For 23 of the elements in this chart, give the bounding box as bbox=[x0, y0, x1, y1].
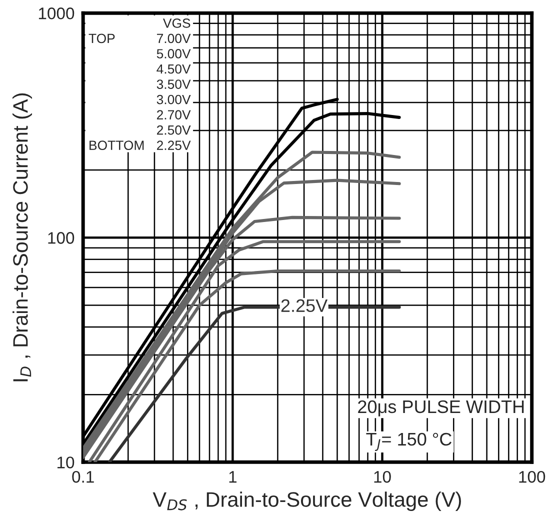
annotation: 2.70V bbox=[156, 110, 191, 120]
series-label: 2.25V bbox=[281, 299, 328, 312]
annotation: 2.50V bbox=[156, 125, 191, 135]
annotation: 3.50V bbox=[156, 80, 191, 89]
annotation: 2.25V bbox=[156, 140, 191, 150]
x-tick-label: 0.1 bbox=[72, 470, 94, 483]
x-tick-label: 1 bbox=[229, 471, 236, 483]
y-tick-label: 1000 bbox=[38, 8, 74, 20]
y-axis-title: I$_{D}$ , Drain-to-Source Current (A) bbox=[12, 93, 32, 382]
annotation: 7.00V bbox=[156, 34, 191, 44]
annotation: BOTTOM bbox=[90, 140, 144, 150]
annotation: 20μs PULSE WIDTH bbox=[358, 400, 524, 416]
x-axis-title: V$_{DS}$ , Drain-to-Source Voltage (V) bbox=[152, 492, 461, 512]
annotation: T$_{J}$= 150 °C bbox=[366, 432, 452, 451]
x-tick-label: 10 bbox=[374, 470, 391, 483]
annotation: 3.00V bbox=[156, 94, 191, 104]
annotation: VGS bbox=[162, 18, 190, 28]
y-tick-label: 10 bbox=[58, 456, 74, 468]
annotation: 5.00V bbox=[156, 49, 191, 58]
annotation: TOP bbox=[88, 34, 115, 44]
x-tick-label: 100 bbox=[519, 470, 546, 483]
annotation: 4.50V bbox=[156, 64, 191, 74]
y-tick-label: 100 bbox=[48, 232, 74, 244]
